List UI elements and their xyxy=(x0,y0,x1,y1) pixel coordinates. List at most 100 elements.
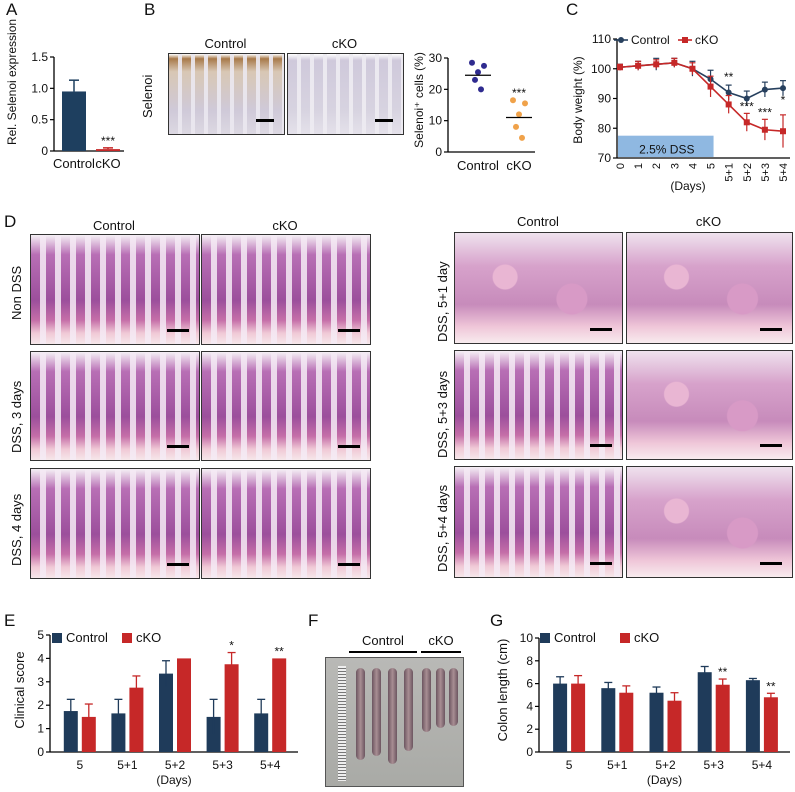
cko-point xyxy=(743,119,750,126)
colon-cko-1 xyxy=(422,668,431,732)
panel-letter-g: G xyxy=(490,611,504,630)
panel-f-group-control: Control xyxy=(362,633,404,648)
colon-control-2 xyxy=(372,668,381,756)
x-tick-label: 5+2 xyxy=(742,163,754,182)
y-tick-label: 3 xyxy=(37,675,44,689)
panel-d-left-col-cko: cKO xyxy=(272,218,298,233)
legend-marker-cko xyxy=(682,37,688,43)
panel-d-right-col-cko: cKO xyxy=(695,214,722,229)
ihc-image-control xyxy=(168,53,285,135)
y-axis-label: Rel. Selenoi expression xyxy=(5,19,19,145)
legend-label-cko: cKO xyxy=(634,630,659,645)
y-tick-label: 20 xyxy=(429,82,443,96)
significance-mark: ** xyxy=(275,644,285,658)
x-tick-label: 5 xyxy=(76,758,83,772)
significance-mark: *** xyxy=(101,134,115,148)
group-bracket-cko xyxy=(421,651,461,653)
colon-control-1 xyxy=(356,668,365,760)
scale-bar xyxy=(256,119,274,122)
y-tick-label: 2 xyxy=(37,698,44,712)
legend-swatch-cko xyxy=(620,633,630,643)
bar-control xyxy=(63,711,78,752)
x-tick-label: 5+4 xyxy=(752,758,773,772)
dss-treatment-bar xyxy=(618,135,714,157)
he-image-dss3-cko xyxy=(201,351,371,461)
x-tick-label: 5+3 xyxy=(704,758,725,772)
y-tick-label: 1.5 xyxy=(31,50,48,64)
he-image-dss54-cko xyxy=(626,466,793,578)
y-tick-label: 80 xyxy=(598,121,612,135)
x-tick-label: cKO xyxy=(95,156,120,171)
legend-label-control: Control xyxy=(631,33,670,47)
x-tick-label: 5+3 xyxy=(760,163,772,182)
colon-cko-2 xyxy=(436,668,445,728)
bar-cko xyxy=(763,697,778,752)
x-axis-label: (Days) xyxy=(670,179,705,193)
control-point xyxy=(761,86,768,93)
y-tick-label: 100 xyxy=(591,62,611,76)
x-tick-label: 5+4 xyxy=(778,163,790,182)
y-axis-label: Body weight (%) xyxy=(571,56,585,143)
x-tick-label: 5+2 xyxy=(165,758,186,772)
y-tick-label: 4 xyxy=(526,699,533,713)
ihc-image-cko xyxy=(287,53,404,135)
y-tick-label: 0.5 xyxy=(31,113,48,127)
y-tick-label: 1 xyxy=(37,722,44,736)
x-tick-label: 1 xyxy=(633,163,645,169)
x-tick-label: 5+2 xyxy=(655,758,676,772)
data-point-cko xyxy=(522,100,528,107)
y-tick-label: 0 xyxy=(37,745,44,759)
y-tick-label: 30 xyxy=(429,51,443,65)
x-tick-label: 5 xyxy=(706,163,718,169)
y-tick-label: 5 xyxy=(37,628,44,642)
he-image-dss4-control xyxy=(30,468,200,579)
bar-cko xyxy=(667,700,682,752)
y-tick-label: 1.0 xyxy=(31,81,48,95)
x-tick-label: 5+4 xyxy=(260,758,281,772)
significance-mark: *** xyxy=(740,99,754,113)
significance-mark: *** xyxy=(758,105,772,119)
x-tick-label: 4 xyxy=(687,163,699,169)
cko-point xyxy=(617,64,623,71)
panel-f-group-cko: cKO xyxy=(428,633,454,648)
scale-bar xyxy=(167,563,189,566)
bar-cko xyxy=(224,664,239,752)
x-tick-label: Control xyxy=(53,156,95,171)
bar-cko xyxy=(272,658,287,752)
cko-point xyxy=(707,83,714,90)
colon-cko-3 xyxy=(449,668,458,726)
y-tick-label: 90 xyxy=(598,92,612,106)
bar-control xyxy=(601,688,616,752)
data-point-control xyxy=(469,59,475,66)
data-point-cko xyxy=(516,111,522,118)
control-point xyxy=(725,89,732,96)
x-tick-label: 5 xyxy=(566,758,573,772)
x-tick-label: 5+3 xyxy=(212,758,233,772)
legend-swatch-cko xyxy=(122,633,132,643)
he-image-dss51-control xyxy=(454,232,623,344)
legend-label-control: Control xyxy=(554,630,596,645)
scale-bar xyxy=(590,328,612,331)
scale-bar xyxy=(338,563,360,566)
group-bracket-control xyxy=(349,651,417,653)
control-point xyxy=(780,85,786,92)
colon-photo xyxy=(325,657,464,787)
x-tick-label: 5+1 xyxy=(607,758,628,772)
y-tick-label: 10 xyxy=(429,114,443,128)
x-tick-label: 0 xyxy=(615,163,627,169)
scale-bar xyxy=(338,329,360,332)
he-image-dss54-control xyxy=(454,466,623,578)
panel-d-left-col-control: Control xyxy=(93,218,135,233)
legend-marker-control xyxy=(618,37,624,43)
legend-label-cko: cKO xyxy=(695,33,718,47)
bar-cko xyxy=(81,716,96,752)
scale-bar xyxy=(760,328,782,331)
y-tick-label: 0 xyxy=(41,144,48,158)
bar-control xyxy=(649,692,664,752)
he-image-dss53-cko xyxy=(626,350,793,460)
panel-letter-a: A xyxy=(6,0,18,19)
bar-control xyxy=(553,683,568,752)
